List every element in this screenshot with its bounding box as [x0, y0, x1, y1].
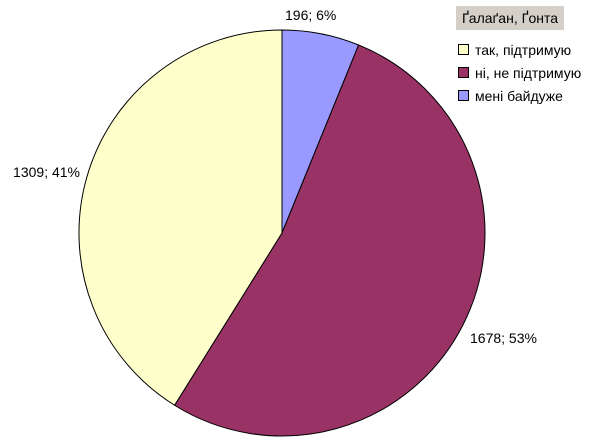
pie-slice-oppose	[173, 44, 486, 437]
legend-swatch-support	[458, 44, 469, 55]
legend-swatch-oppose	[458, 67, 469, 78]
legend-swatch-indifferent	[458, 90, 469, 101]
data-label-support: 1309; 41%	[13, 164, 80, 180]
data-label-indifferent: 196; 6%	[285, 7, 336, 23]
legend-label-indifferent: мені байдуже	[475, 87, 563, 104]
legend-item-indifferent: мені байдуже	[458, 84, 606, 107]
legend-label-support: так, підтримую	[475, 41, 572, 58]
legend-title: Ґалаґан, Ґонта	[456, 6, 564, 30]
data-label-oppose: 1678; 53%	[470, 330, 537, 346]
legend: так, підтримую ні, не підтримую мені бай…	[458, 38, 606, 107]
legend-item-support: так, підтримую	[458, 38, 606, 61]
legend-item-oppose: ні, не підтримую	[458, 61, 606, 84]
legend-label-oppose: ні, не підтримую	[475, 64, 582, 81]
pie-slice-support	[78, 29, 283, 406]
